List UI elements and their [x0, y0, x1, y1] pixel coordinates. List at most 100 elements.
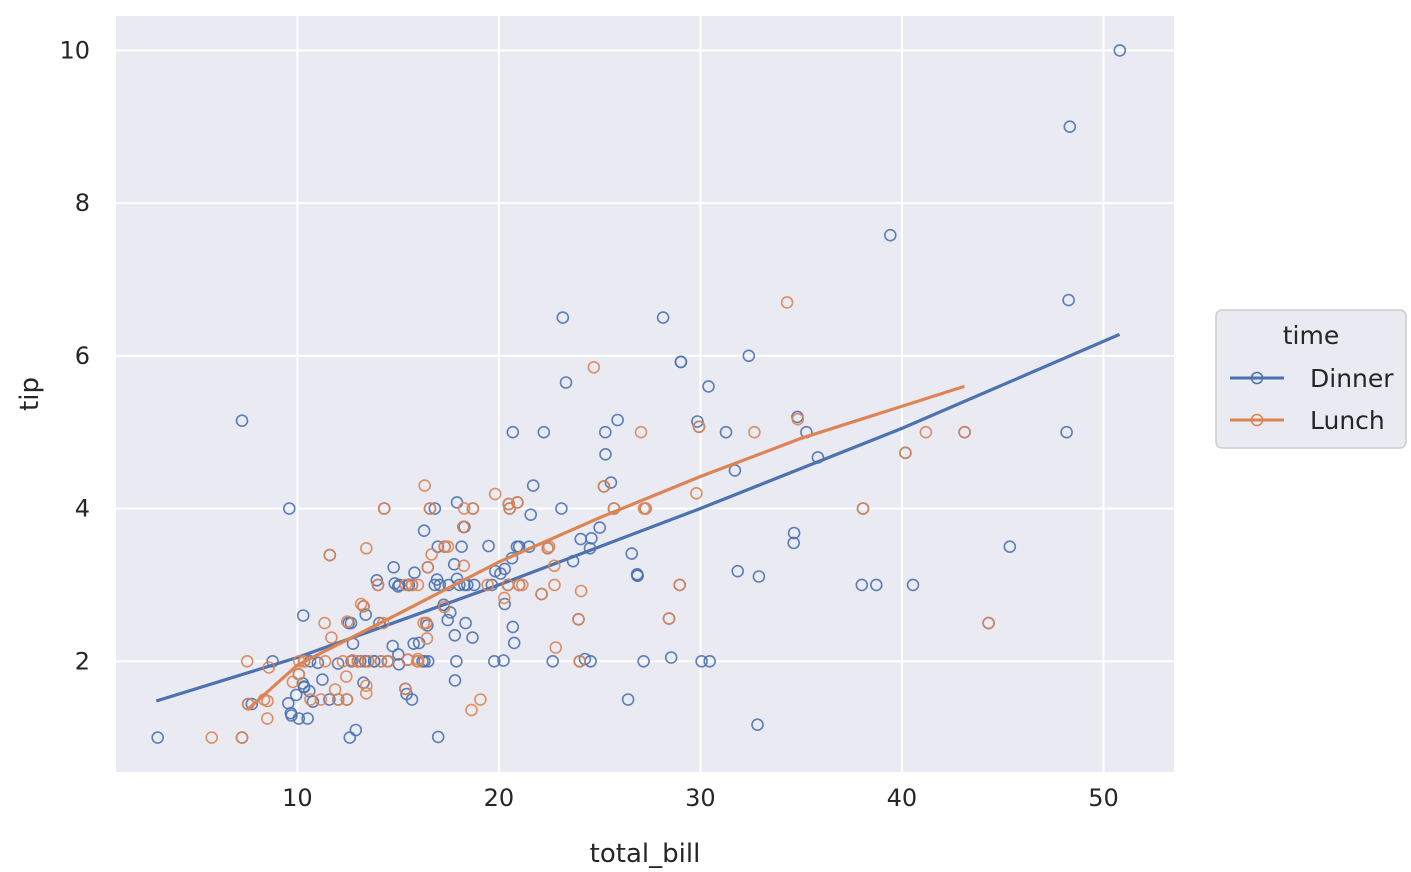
y-tick-label: 4 [75, 495, 90, 523]
data-point-dinner [466, 631, 479, 644]
legend-title: time [1283, 321, 1339, 350]
data-point-dinner [625, 547, 639, 560]
data-point-dinner [537, 425, 551, 439]
data-point-dinner [311, 656, 325, 670]
data-point-dinner [546, 654, 560, 668]
data-point-lunch [673, 578, 687, 592]
data-point-dinner [448, 628, 462, 642]
plot-background [116, 16, 1174, 772]
x-tick-label: 50 [1088, 784, 1119, 812]
data-point-lunch [359, 679, 373, 693]
x-tick-label: 30 [685, 784, 716, 812]
data-point-dinner [498, 597, 512, 611]
x-tick-label: 10 [282, 784, 313, 812]
data-point-dinner [417, 524, 431, 538]
data-point-lunch [457, 502, 471, 515]
legend-marker-lunch [1250, 413, 1264, 427]
data-point-dinner [507, 636, 521, 650]
data-point-lunch [535, 587, 548, 601]
data-point-lunch [919, 425, 933, 439]
x-tick-label: 40 [887, 784, 918, 812]
x-axis-label: total_bill [590, 839, 701, 869]
data-point-dinner [695, 654, 708, 668]
data-point-dinner [359, 608, 373, 622]
data-point-lunch [457, 559, 471, 573]
data-point-lunch [359, 686, 373, 700]
data-point-lunch [503, 502, 516, 515]
data-point-lunch [377, 502, 391, 515]
data-point-dinner [883, 228, 897, 242]
data-point-dinner [459, 616, 472, 630]
series-lunch [205, 296, 995, 744]
data-point-lunch [240, 654, 254, 668]
data-point-lunch [488, 487, 502, 501]
data-point-lunch [423, 502, 437, 515]
data-point-dinner [405, 693, 419, 706]
data-point-dinner [343, 731, 357, 744]
legend-label-lunch: Lunch [1310, 406, 1385, 435]
data-point-dinner [235, 414, 249, 428]
y-tick-label: 2 [75, 647, 90, 675]
data-point-lunch [438, 540, 452, 554]
data-point-lunch [420, 632, 434, 645]
data-point-dinner [323, 693, 336, 706]
data-point-lunch [297, 654, 311, 668]
data-point-dinner [752, 570, 766, 583]
data-point-lunch [418, 479, 432, 492]
data-point-dinner [674, 355, 688, 369]
legend-box [1215, 309, 1407, 449]
data-point-lunch [441, 540, 455, 554]
series-layer [151, 44, 1127, 744]
legend-entry-lunch: Lunch [1230, 406, 1385, 435]
data-point-lunch [474, 693, 487, 706]
data-point-dinner [664, 651, 678, 664]
data-point-dinner [731, 564, 745, 578]
data-point-lunch [574, 584, 588, 598]
data-point-lunch [328, 683, 342, 696]
data-point-lunch [314, 693, 328, 706]
data-point-dinner [787, 536, 801, 550]
data-point-lunch [457, 520, 470, 534]
data-point-lunch [323, 548, 337, 562]
data-point-lunch [856, 502, 870, 515]
data-point-lunch [382, 654, 395, 668]
data-point-dinner [408, 566, 421, 580]
data-point-lunch [982, 616, 995, 630]
data-point-dinner [289, 688, 303, 702]
data-point-dinner [506, 425, 520, 439]
data-point-lunch [354, 597, 368, 611]
data-point-lunch [662, 612, 676, 625]
gridlines [116, 16, 1174, 772]
data-point-lunch [336, 654, 350, 668]
data-point-dinner [526, 479, 540, 492]
data-point-dinner [599, 447, 612, 461]
data-point-dinner [428, 578, 442, 592]
data-point-lunch [205, 731, 218, 744]
data-point-lunch [318, 654, 332, 668]
data-point-lunch [573, 654, 587, 668]
data-point-lunch [515, 578, 529, 592]
data-point-dinner [510, 540, 524, 554]
data-point-lunch [502, 497, 516, 511]
data-point-lunch [405, 578, 419, 592]
data-point-lunch [597, 480, 611, 493]
data-point-dinner [787, 526, 801, 540]
data-point-lunch [339, 670, 353, 683]
data-point-lunch [411, 578, 425, 592]
x-tick-label: 20 [484, 784, 515, 812]
data-point-dinner [497, 654, 510, 667]
data-point-lunch [359, 541, 373, 555]
y-axis-label: tip [15, 377, 45, 411]
data-point-dinner [869, 578, 883, 592]
legend-entry-dinner: Dinner [1230, 364, 1394, 393]
data-point-dinner [719, 425, 733, 439]
y-tick-label: 8 [75, 189, 90, 217]
data-point-dinner [448, 674, 462, 687]
data-point-lunch [437, 600, 451, 614]
data-point-lunch [748, 425, 761, 439]
data-point-lunch [262, 661, 276, 674]
data-point-lunch [357, 599, 370, 613]
data-point-dinner [447, 557, 461, 571]
data-point-lunch [548, 578, 561, 592]
data-point-dinner [387, 560, 401, 574]
